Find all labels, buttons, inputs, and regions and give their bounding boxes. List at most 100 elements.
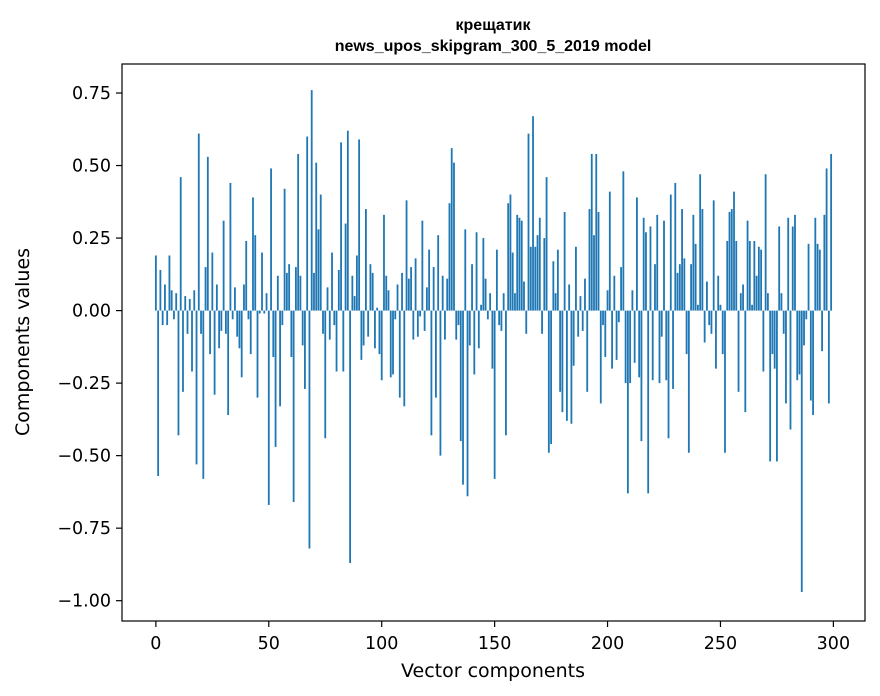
bar [755,275,758,311]
bar [166,310,169,326]
bar [534,246,537,311]
bar [179,177,182,311]
bar [523,281,525,311]
bar [527,133,530,311]
bar [362,310,365,346]
bar [606,290,609,311]
x-tick-label: 50 [258,634,280,654]
y-tick-label: 0.25 [72,229,111,249]
bar [633,310,636,363]
bar [733,191,735,311]
bar [177,310,180,436]
bar [563,211,566,311]
bar [541,310,543,334]
bar [719,304,722,311]
bar [355,255,358,311]
bar [304,310,306,389]
bar [721,310,724,355]
bar [337,269,340,311]
bar [186,310,189,334]
bar [365,209,367,311]
bar [263,310,266,314]
bar [769,310,772,462]
bar [776,310,778,462]
bar [414,258,417,311]
bar [374,310,376,349]
bar [536,235,539,311]
bar [690,264,693,311]
bar [274,310,277,447]
bar [448,203,451,311]
bar [243,284,245,311]
bar [412,310,415,340]
bar [256,310,259,398]
bar [220,310,223,331]
bar [340,142,342,311]
bar [206,156,209,311]
bar [726,240,729,311]
bar [425,287,428,311]
bar [439,310,442,456]
bar [809,310,812,401]
bar [685,310,688,355]
bar [224,310,227,334]
bar [663,220,665,311]
bar [272,310,275,358]
plot-frame [121,63,866,622]
bar [164,284,166,311]
bar [692,214,695,311]
bar [218,310,221,349]
y-axis: 0.75 0.50 0.25 0.00 −0.25 −0.50 −0.75 −1.00 [57,84,122,612]
bar [446,278,449,311]
bar [200,310,202,334]
y-tick-label: 0.50 [72,157,111,177]
bar [748,240,751,311]
bar [249,310,252,355]
bar [821,310,823,352]
bar [444,310,446,340]
bar [380,310,383,381]
bar [660,310,663,337]
bar [403,310,406,407]
bar [667,310,670,439]
bar [238,310,241,349]
bar [292,310,295,503]
bar [285,272,288,311]
bar [405,200,408,311]
bar [369,264,372,311]
bar [730,209,733,311]
bar [516,214,519,311]
bar [299,275,302,311]
bar [231,310,234,320]
bar [511,252,514,311]
bar [791,226,794,311]
bar [545,177,548,311]
bar [575,246,577,311]
bar [168,255,171,311]
bar [789,310,792,430]
bar [154,255,157,311]
bar [222,220,225,311]
y-tick-label: −1.00 [57,592,111,612]
bar [191,310,193,372]
bar [651,310,654,381]
bar [543,238,546,311]
bar [780,293,783,311]
bar [313,272,315,311]
y-tick-label: −0.75 [57,519,111,539]
bar [552,261,555,311]
bar [798,310,801,375]
bar [760,249,763,311]
bar [597,211,600,311]
bar [306,136,309,311]
bar [457,310,460,326]
bar [565,310,568,421]
bar [590,153,593,311]
bar [353,296,356,311]
bar [385,275,388,311]
bar [674,182,677,311]
bar [538,217,541,311]
bar [629,310,632,384]
bar [556,249,559,311]
bar [505,310,507,436]
